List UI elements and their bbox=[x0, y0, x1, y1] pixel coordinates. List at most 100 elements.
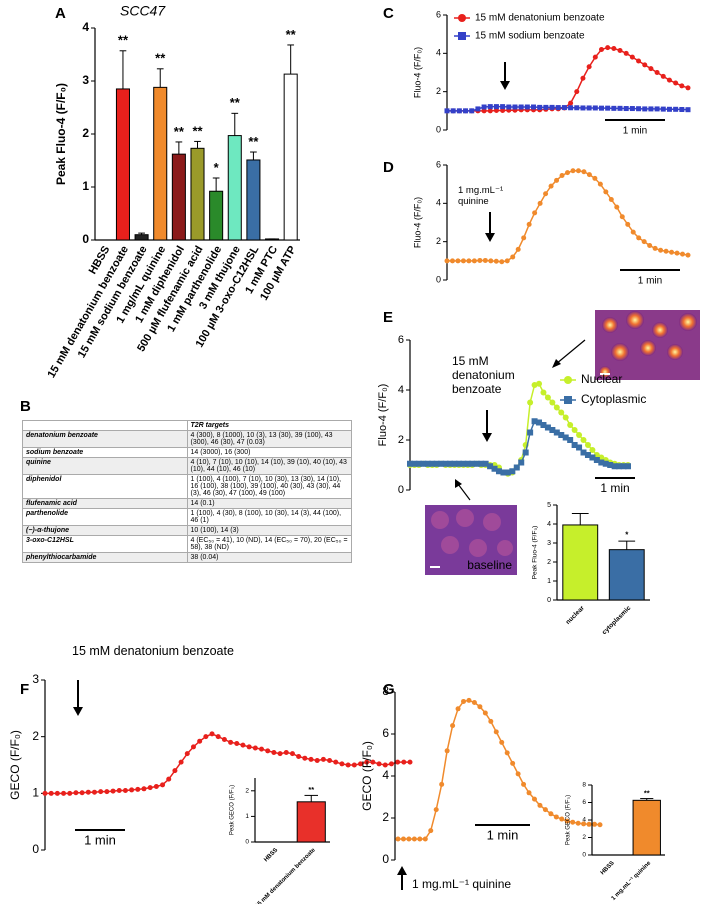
data-point bbox=[415, 460, 422, 467]
table-cell: sodium benzoate bbox=[22, 447, 188, 458]
data-point bbox=[54, 790, 60, 796]
data-point bbox=[42, 790, 48, 796]
data-point bbox=[209, 731, 215, 737]
data-point bbox=[252, 745, 258, 751]
data-point bbox=[455, 706, 461, 712]
data-point bbox=[625, 463, 631, 470]
legend-marker bbox=[458, 32, 466, 40]
data-point bbox=[611, 46, 617, 52]
data-point bbox=[197, 738, 203, 744]
data-point bbox=[401, 759, 407, 765]
y-tick-label: 4 bbox=[398, 384, 404, 396]
data-point bbox=[477, 257, 483, 263]
data-point bbox=[504, 469, 511, 476]
data-point bbox=[611, 105, 617, 111]
data-point bbox=[553, 429, 560, 436]
data-point bbox=[172, 768, 178, 774]
data-point bbox=[129, 787, 135, 793]
panel-label: F bbox=[20, 681, 29, 698]
series-line bbox=[447, 46, 689, 112]
table-cell: T2R targets bbox=[186, 420, 352, 431]
data-point bbox=[673, 80, 679, 86]
data-point bbox=[597, 181, 603, 187]
panel-label: E bbox=[383, 309, 393, 326]
y-axis-label: Fluo-4 (F/F₀) bbox=[412, 47, 422, 98]
data-point bbox=[654, 106, 660, 112]
table-cell: denatonium benzoate bbox=[22, 430, 188, 448]
data-point bbox=[428, 828, 434, 834]
scale-bar-label: 1 min bbox=[623, 126, 647, 137]
data-point bbox=[524, 104, 530, 110]
data-point bbox=[215, 734, 221, 740]
data-point bbox=[565, 170, 570, 176]
y-tick-label: 2 bbox=[82, 126, 89, 140]
data-point bbox=[658, 247, 664, 253]
y-tick-label: 6 bbox=[436, 159, 441, 169]
significance: ** bbox=[286, 27, 297, 42]
legend-label: Cytoplasmic bbox=[581, 392, 646, 406]
image-label: baseline bbox=[467, 558, 512, 572]
data-point bbox=[364, 759, 370, 765]
data-point bbox=[567, 422, 574, 428]
bar bbox=[227, 135, 242, 241]
annotation: 1 mg.mL⁻¹ quinine bbox=[458, 185, 504, 207]
data-point bbox=[141, 786, 147, 792]
data-point bbox=[605, 45, 611, 51]
data-point bbox=[589, 447, 596, 453]
data-point bbox=[562, 434, 569, 441]
y-tick-label: 2 bbox=[436, 236, 441, 246]
data-point bbox=[98, 789, 104, 795]
data-point bbox=[652, 245, 658, 251]
arrow-head bbox=[73, 707, 83, 716]
data-point bbox=[629, 106, 635, 112]
y-tick-label: 0 bbox=[382, 852, 389, 866]
data-point bbox=[584, 452, 591, 458]
table-row: T2R targets bbox=[22, 420, 352, 431]
data-point bbox=[166, 776, 172, 782]
data-point bbox=[506, 104, 512, 110]
data-point bbox=[67, 790, 73, 796]
arrow-head bbox=[455, 479, 462, 488]
data-point bbox=[623, 50, 629, 56]
data-point bbox=[614, 204, 620, 210]
data-point bbox=[433, 807, 439, 813]
x-tick-label: 1 mg.mL⁻¹ quinine bbox=[610, 859, 653, 902]
y-axis-label: Peak Fluo-4 (F/F₀) bbox=[54, 83, 68, 185]
data-point bbox=[592, 105, 598, 111]
data-point bbox=[451, 460, 458, 467]
data-point bbox=[592, 821, 598, 827]
data-point bbox=[685, 85, 691, 91]
data-point bbox=[679, 106, 685, 112]
data-point bbox=[203, 734, 209, 740]
data-point bbox=[642, 106, 648, 112]
table-cell: 1 (100), 4 (30), 8 (100), 10 (30), 14 (3… bbox=[186, 508, 352, 526]
table-cell: flufenamic acid bbox=[22, 498, 188, 509]
y-tick-label: 6 bbox=[382, 726, 389, 740]
y-tick-label: 1 bbox=[547, 578, 551, 585]
data-point bbox=[680, 251, 686, 257]
image-peak bbox=[595, 310, 700, 380]
data-point bbox=[608, 197, 614, 202]
data-point bbox=[568, 105, 574, 111]
data-point bbox=[510, 254, 516, 260]
data-point bbox=[540, 422, 547, 428]
data-point bbox=[575, 168, 581, 174]
data-point bbox=[48, 790, 54, 796]
data-point bbox=[619, 214, 625, 220]
table-cell: 38 (0.04) bbox=[186, 552, 352, 563]
data-point bbox=[466, 697, 472, 703]
data-point bbox=[571, 427, 578, 433]
data-point bbox=[605, 105, 611, 111]
y-tick-label: 5 bbox=[547, 502, 551, 509]
data-point bbox=[450, 108, 456, 114]
data-point bbox=[471, 258, 477, 264]
data-point bbox=[584, 442, 591, 448]
table-cell: 3-oxo-C12HSL bbox=[22, 535, 188, 553]
significance: ** bbox=[155, 51, 166, 66]
data-point bbox=[487, 104, 493, 110]
data-point bbox=[586, 821, 592, 827]
data-point bbox=[314, 757, 320, 763]
data-point bbox=[647, 243, 653, 248]
table-row: denatonium benzoate 4 (300), 8 (1000), 10… bbox=[22, 430, 352, 448]
data-point bbox=[259, 746, 265, 752]
